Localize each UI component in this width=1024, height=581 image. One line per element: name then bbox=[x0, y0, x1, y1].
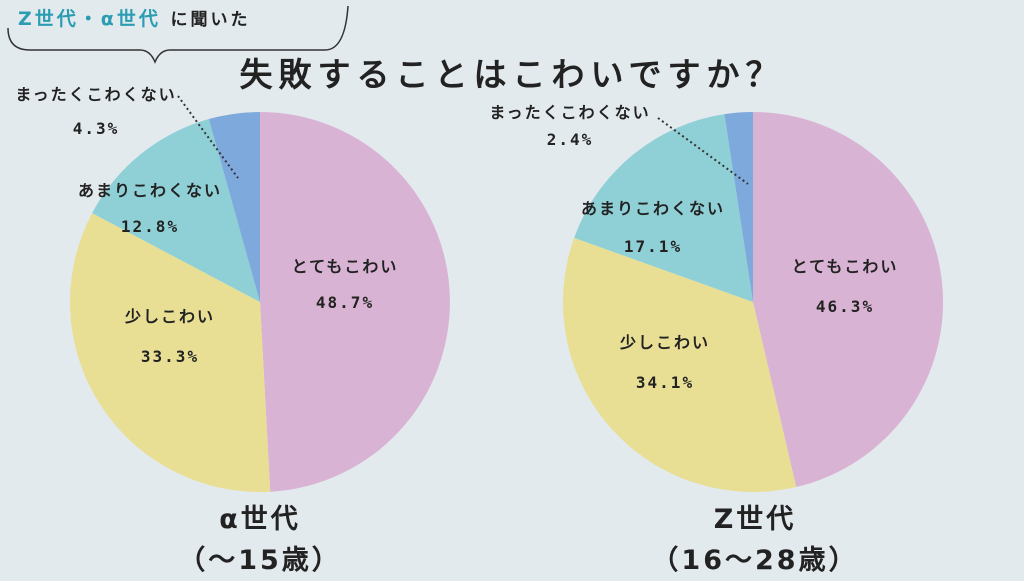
group-range-z: （16〜28歳） bbox=[625, 541, 885, 581]
pie-caption-z: Z世代 （16〜28歳） bbox=[625, 500, 885, 581]
slice-value: 2.4% bbox=[547, 130, 594, 149]
slice-label: 少しこわい bbox=[619, 333, 710, 352]
pie-caption-alpha: α世代 （〜15歳） bbox=[130, 500, 390, 581]
slice-value: 34.1% bbox=[636, 373, 694, 392]
slice-value: 17.1% bbox=[624, 237, 682, 256]
pie-chart-alpha: とてもこわい48.7%少しこわい33.3%あまりこわくない12.8%まったくこわ… bbox=[15, 85, 450, 492]
group-range-alpha: （〜15歳） bbox=[130, 541, 390, 581]
group-label-z: Z世代 bbox=[625, 500, 885, 541]
slice-label: まったくこわくない bbox=[489, 103, 650, 122]
slice-label: あまりこわくない bbox=[78, 181, 222, 200]
slice-label: とてもこわい bbox=[792, 257, 899, 276]
slice-label: 少しこわい bbox=[124, 307, 215, 326]
slice-value: 4.3% bbox=[73, 119, 120, 138]
slice-label: あまりこわくない bbox=[581, 199, 725, 218]
slice-value: 12.8% bbox=[121, 217, 179, 236]
slice-value: 48.7% bbox=[316, 293, 374, 312]
slice-value: 46.3% bbox=[816, 297, 874, 316]
chart-title: 失敗することはこわいですか？ bbox=[0, 48, 1024, 96]
slice-label: とてもこわい bbox=[292, 257, 399, 276]
slice-value: 33.3% bbox=[141, 347, 199, 366]
group-label-alpha: α世代 bbox=[130, 500, 390, 541]
pie-chart-z: とてもこわい 46.3% 少しこわい 34.1% あまりこわくない 17.1% まったくこわ… bbox=[489, 103, 943, 492]
